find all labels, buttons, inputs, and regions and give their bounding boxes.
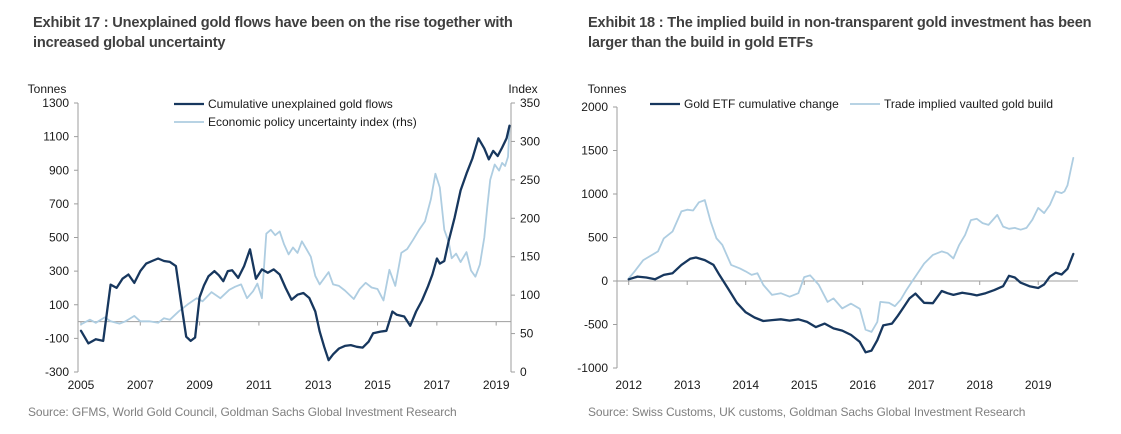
x-tick-label: 2016 [849,378,876,392]
y-tick-label: 900 [49,163,69,177]
y-tick-label: 2000 [581,100,608,114]
legend-label: Gold ETF cumulative change [684,97,839,111]
x-tick-label: 2018 [966,378,993,392]
exhibit-18-source: Source: Swiss Customs, UK customs, Goldm… [588,405,1026,419]
y-axis-unit-label: Tonnes [588,82,627,96]
legend-label: Cumulative unexplained gold flows [208,97,393,111]
y-tick-label: -100 [45,331,69,345]
y-axis-unit-label: Index [508,82,537,96]
x-tick-label: 2014 [732,378,759,392]
x-tick-label: 2019 [483,378,510,392]
y-tick-label: 350 [520,96,540,110]
exhibit-17-source: Source: GFMS, World Gold Council, Goldma… [28,405,457,419]
y-tick-label: 0 [520,365,527,379]
y-tick-label: 1100 [43,130,69,144]
y-tick-label: 150 [520,250,540,264]
y-tick-label: 100 [520,288,540,302]
series-line-1 [627,156,1075,333]
x-tick-label: 2017 [908,378,935,392]
y-tick-label: 500 [588,231,608,245]
y-tick-label: -1000 [577,361,608,375]
y-tick-label: 300 [520,134,540,148]
y-tick-label: 300 [49,264,69,278]
y-tick-label: 1500 [581,144,608,158]
x-tick-label: 2013 [674,378,701,392]
y-tick-label: 100 [49,298,69,312]
exhibit-17-panel: Exhibit 17 : Unexplained gold flows have… [0,0,560,434]
y-tick-label: 1000 [581,187,608,201]
x-tick-label: 2009 [186,378,213,392]
y-tick-label: 700 [49,197,69,211]
legend-label: Trade implied vaulted gold build [884,97,1053,111]
x-tick-label: 2012 [615,378,642,392]
x-tick-label: 2019 [1025,378,1052,392]
y-tick-label: 1300 [42,96,69,110]
y-tick-label: 50 [520,327,534,341]
y-tick-label: 500 [49,231,69,245]
y-tick-label: 0 [601,274,608,288]
x-tick-label: 2013 [305,378,332,392]
exhibit-18-title: Exhibit 18 : The implied build in non-tr… [588,15,1092,51]
series-line-1 [80,126,511,326]
legend-label: Economic policy uncertainty index (rhs) [208,115,417,129]
x-tick-label: 2007 [127,378,154,392]
y-tick-label: 250 [520,173,540,187]
y-tick-label: -300 [45,365,69,379]
y-axis-unit-label: Tonnes [28,82,67,96]
exhibit-17-chart: 2005 2007 2009 2011 2013 2015 2017 2019 -300 -100… [28,82,541,392]
x-tick-label: 2005 [68,378,95,392]
exhibit-18-panel: Exhibit 18 : The implied build in non-tr… [560,0,1121,434]
x-tick-label: 2015 [791,378,818,392]
series-line-0 [627,252,1075,354]
exhibit-18-chart: 2012 2013 2014 2015 2016 2017 2018 2019 -1000 -50… [577,82,1078,392]
y-tick-label: 200 [520,211,540,225]
x-tick-label: 2015 [364,378,391,392]
x-tick-label: 2017 [424,378,451,392]
x-tick-label: 2011 [246,378,272,392]
y-tick-label: -500 [584,318,608,332]
exhibit-17-title: Exhibit 17 : Unexplained gold flows have… [33,15,513,51]
series-line-0 [79,124,511,362]
